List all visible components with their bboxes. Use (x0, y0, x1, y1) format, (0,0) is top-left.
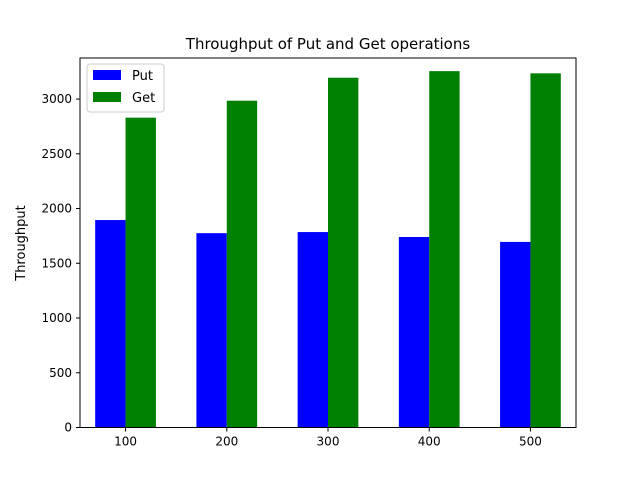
bar-get-200 (226, 100, 258, 428)
x-tick-label: 200 (215, 435, 238, 449)
bar-put-400 (398, 237, 430, 428)
legend-swatch-get (93, 92, 121, 102)
x-axis: 100 200 300 400 500 (114, 427, 542, 449)
bar-put-200 (196, 233, 227, 428)
bar-get-300 (328, 77, 359, 428)
bar-get-500 (530, 73, 561, 428)
y-tick-label: 2000 (41, 202, 72, 216)
legend: Put Get (86, 63, 165, 113)
x-tick-label: 400 (418, 435, 441, 449)
legend-label-put: Put (132, 69, 153, 84)
legend-label-get: Get (132, 91, 155, 106)
plot-area-frame (79, 57, 577, 428)
bar-get-100 (125, 117, 156, 428)
bar-put-100 (95, 220, 126, 428)
x-tick-label: 500 (519, 435, 542, 449)
bar-put-500 (500, 241, 531, 428)
y-tick-label: 2500 (41, 147, 72, 161)
chart-title: Throughput of Put and Get operations (185, 35, 471, 53)
y-tick-label: 3000 (41, 92, 72, 106)
x-tick-label: 100 (114, 435, 137, 449)
y-tick-label: 1000 (41, 311, 72, 325)
y-tick-label: 1500 (41, 256, 72, 270)
bars-group (95, 71, 561, 428)
bar-put-300 (297, 232, 328, 428)
legend-swatch-put (93, 70, 121, 80)
y-axis-label: Throughput (14, 205, 29, 282)
y-axis: 0 500 1000 1500 2000 2500 3000 (41, 92, 80, 435)
bar-get-400 (429, 71, 460, 428)
x-tick-label: 300 (317, 435, 340, 449)
y-tick-label: 0 (64, 421, 72, 435)
y-tick-label: 500 (49, 366, 72, 380)
